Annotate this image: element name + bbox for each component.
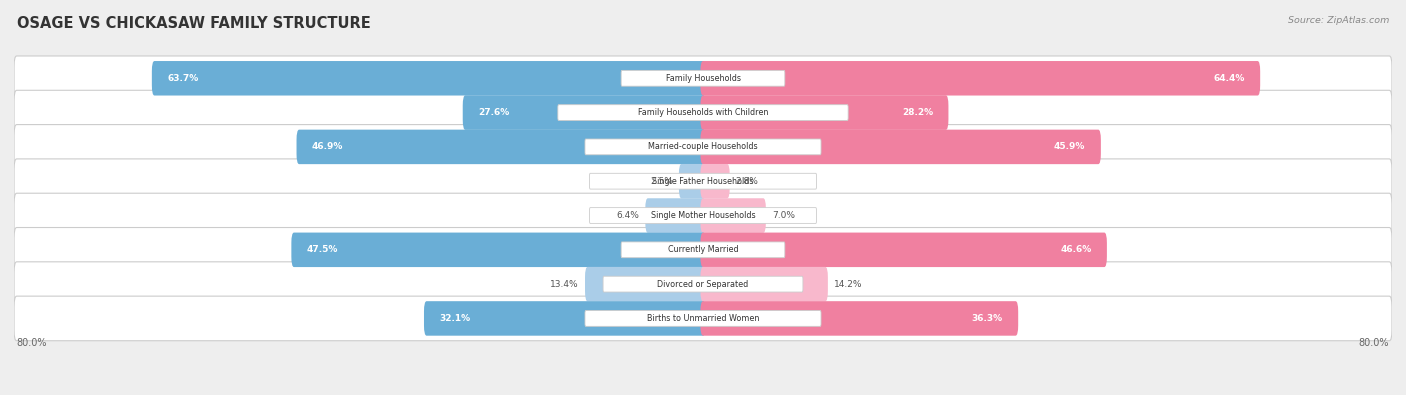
FancyBboxPatch shape <box>425 301 706 336</box>
Text: Family Households with Children: Family Households with Children <box>638 108 768 117</box>
Text: Source: ZipAtlas.com: Source: ZipAtlas.com <box>1288 16 1389 25</box>
FancyBboxPatch shape <box>589 208 817 224</box>
Text: 80.0%: 80.0% <box>1358 338 1389 348</box>
Text: 6.4%: 6.4% <box>616 211 640 220</box>
Text: Single Mother Households: Single Mother Households <box>651 211 755 220</box>
FancyBboxPatch shape <box>14 159 1392 203</box>
Text: Family Households: Family Households <box>665 74 741 83</box>
FancyBboxPatch shape <box>621 70 785 86</box>
FancyBboxPatch shape <box>585 139 821 155</box>
FancyBboxPatch shape <box>14 262 1392 307</box>
FancyBboxPatch shape <box>700 233 1107 267</box>
Text: 2.8%: 2.8% <box>735 177 759 186</box>
FancyBboxPatch shape <box>14 193 1392 238</box>
Text: Currently Married: Currently Married <box>668 245 738 254</box>
Text: 63.7%: 63.7% <box>167 74 198 83</box>
Text: OSAGE VS CHICKASAW FAMILY STRUCTURE: OSAGE VS CHICKASAW FAMILY STRUCTURE <box>17 16 371 31</box>
FancyBboxPatch shape <box>700 301 1018 336</box>
FancyBboxPatch shape <box>14 90 1392 135</box>
Text: Single Father Households: Single Father Households <box>652 177 754 186</box>
Text: Births to Unmarried Women: Births to Unmarried Women <box>647 314 759 323</box>
FancyBboxPatch shape <box>700 267 828 301</box>
Text: 27.6%: 27.6% <box>478 108 509 117</box>
FancyBboxPatch shape <box>14 56 1392 101</box>
FancyBboxPatch shape <box>14 124 1392 169</box>
Text: 32.1%: 32.1% <box>440 314 471 323</box>
FancyBboxPatch shape <box>621 242 785 258</box>
FancyBboxPatch shape <box>152 61 706 96</box>
Text: 36.3%: 36.3% <box>972 314 1002 323</box>
FancyBboxPatch shape <box>700 130 1101 164</box>
Text: 46.6%: 46.6% <box>1060 245 1091 254</box>
FancyBboxPatch shape <box>679 164 706 198</box>
FancyBboxPatch shape <box>700 95 949 130</box>
Text: 46.9%: 46.9% <box>312 142 343 151</box>
FancyBboxPatch shape <box>297 130 706 164</box>
FancyBboxPatch shape <box>700 61 1260 96</box>
Text: 7.0%: 7.0% <box>772 211 794 220</box>
Text: 13.4%: 13.4% <box>550 280 579 289</box>
FancyBboxPatch shape <box>589 173 817 189</box>
Text: 28.2%: 28.2% <box>901 108 934 117</box>
FancyBboxPatch shape <box>645 198 706 233</box>
FancyBboxPatch shape <box>463 95 706 130</box>
Text: Married-couple Households: Married-couple Households <box>648 142 758 151</box>
Text: 47.5%: 47.5% <box>307 245 339 254</box>
Text: 14.2%: 14.2% <box>834 280 862 289</box>
FancyBboxPatch shape <box>291 233 706 267</box>
FancyBboxPatch shape <box>700 198 766 233</box>
Text: 45.9%: 45.9% <box>1054 142 1085 151</box>
FancyBboxPatch shape <box>700 164 730 198</box>
FancyBboxPatch shape <box>603 276 803 292</box>
Text: 2.5%: 2.5% <box>650 177 673 186</box>
FancyBboxPatch shape <box>558 105 848 120</box>
FancyBboxPatch shape <box>585 310 821 326</box>
Text: Divorced or Separated: Divorced or Separated <box>658 280 748 289</box>
FancyBboxPatch shape <box>585 267 706 301</box>
FancyBboxPatch shape <box>14 228 1392 272</box>
Text: 64.4%: 64.4% <box>1213 74 1244 83</box>
Text: 80.0%: 80.0% <box>17 338 48 348</box>
FancyBboxPatch shape <box>14 296 1392 341</box>
